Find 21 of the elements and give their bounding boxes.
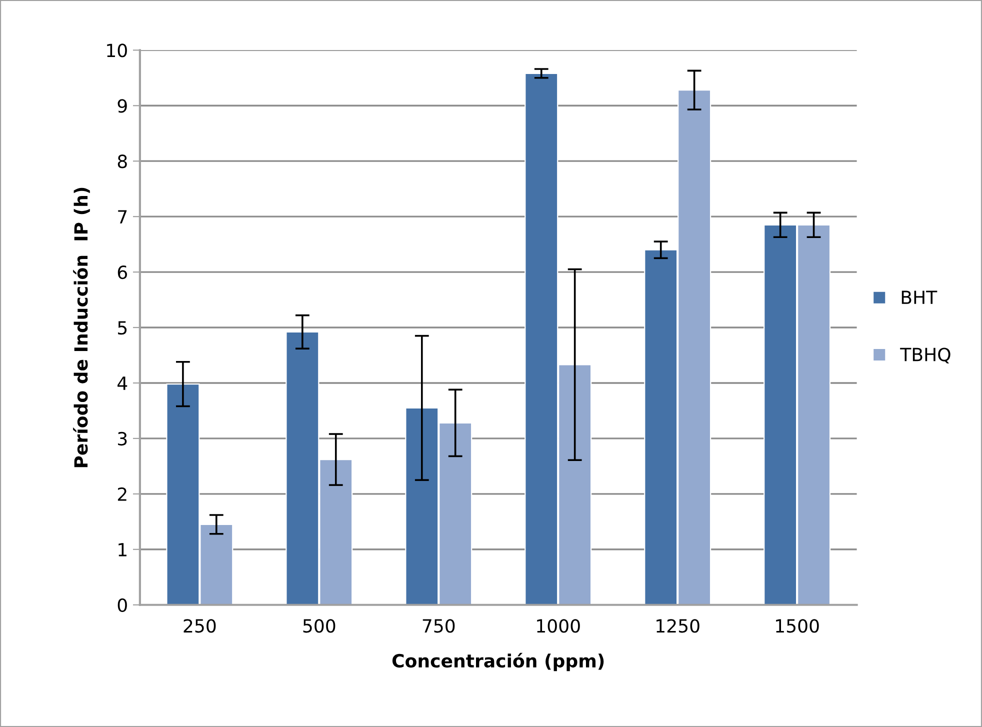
y-tick-label: 1	[118, 543, 126, 556]
x-tick-label: 500	[303, 619, 336, 633]
legend-label: BHT	[902, 290, 938, 304]
x-tick-label: 1000	[537, 619, 580, 633]
x-tick-label: 1500	[776, 619, 819, 633]
y-axis-title: Período de Inducción IP (h)	[73, 188, 90, 468]
y-tick-label: 0	[118, 598, 127, 612]
y-tick-label: 10	[107, 44, 127, 58]
y-tick-label: 6	[118, 266, 127, 280]
y-tick-label: 7	[118, 210, 127, 224]
y-tick-label: 4	[118, 376, 128, 390]
x-tick-label: 750	[422, 619, 455, 633]
legend-label: TBHQ	[900, 348, 950, 364]
y-tick-label: 2	[118, 487, 126, 501]
y-tick-label: 3	[118, 432, 127, 446]
y-tick-label: 8	[118, 154, 127, 168]
y-tick-label: 9	[118, 99, 127, 113]
x-axis-title: Concentración (ppm)	[392, 652, 604, 672]
y-tick-label: 5	[118, 321, 127, 335]
x-tick-label: 1250	[656, 619, 700, 633]
x-tick-label: 250	[184, 619, 216, 633]
